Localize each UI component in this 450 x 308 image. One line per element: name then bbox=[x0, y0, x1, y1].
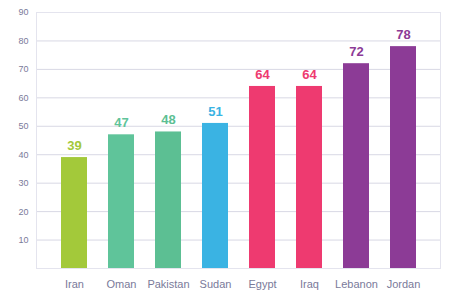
svg-text:64: 64 bbox=[302, 67, 317, 82]
svg-text:90: 90 bbox=[18, 7, 28, 17]
svg-text:Iran: Iran bbox=[65, 278, 84, 290]
svg-text:72: 72 bbox=[349, 44, 363, 59]
svg-text:39: 39 bbox=[67, 138, 81, 153]
svg-text:47: 47 bbox=[114, 115, 128, 130]
svg-text:Pakistan: Pakistan bbox=[147, 278, 189, 290]
svg-text:Sudan: Sudan bbox=[200, 278, 232, 290]
svg-text:70: 70 bbox=[18, 64, 28, 74]
svg-text:51: 51 bbox=[208, 104, 222, 119]
svg-text:80: 80 bbox=[18, 36, 28, 46]
svg-text:30: 30 bbox=[18, 178, 28, 188]
svg-text:20: 20 bbox=[18, 206, 28, 216]
svg-text:Jordan: Jordan bbox=[387, 278, 421, 290]
svg-text:60: 60 bbox=[18, 93, 28, 103]
svg-text:Oman: Oman bbox=[107, 278, 137, 290]
svg-text:Lebanon: Lebanon bbox=[335, 278, 378, 290]
svg-text:48: 48 bbox=[161, 112, 175, 127]
svg-text:50: 50 bbox=[18, 121, 28, 131]
svg-text:40: 40 bbox=[18, 150, 28, 160]
svg-text:Iraq: Iraq bbox=[300, 278, 319, 290]
svg-text:Egypt: Egypt bbox=[248, 278, 276, 290]
svg-text:64: 64 bbox=[255, 67, 270, 82]
svg-text:78: 78 bbox=[396, 27, 410, 42]
svg-text:10: 10 bbox=[18, 235, 28, 245]
